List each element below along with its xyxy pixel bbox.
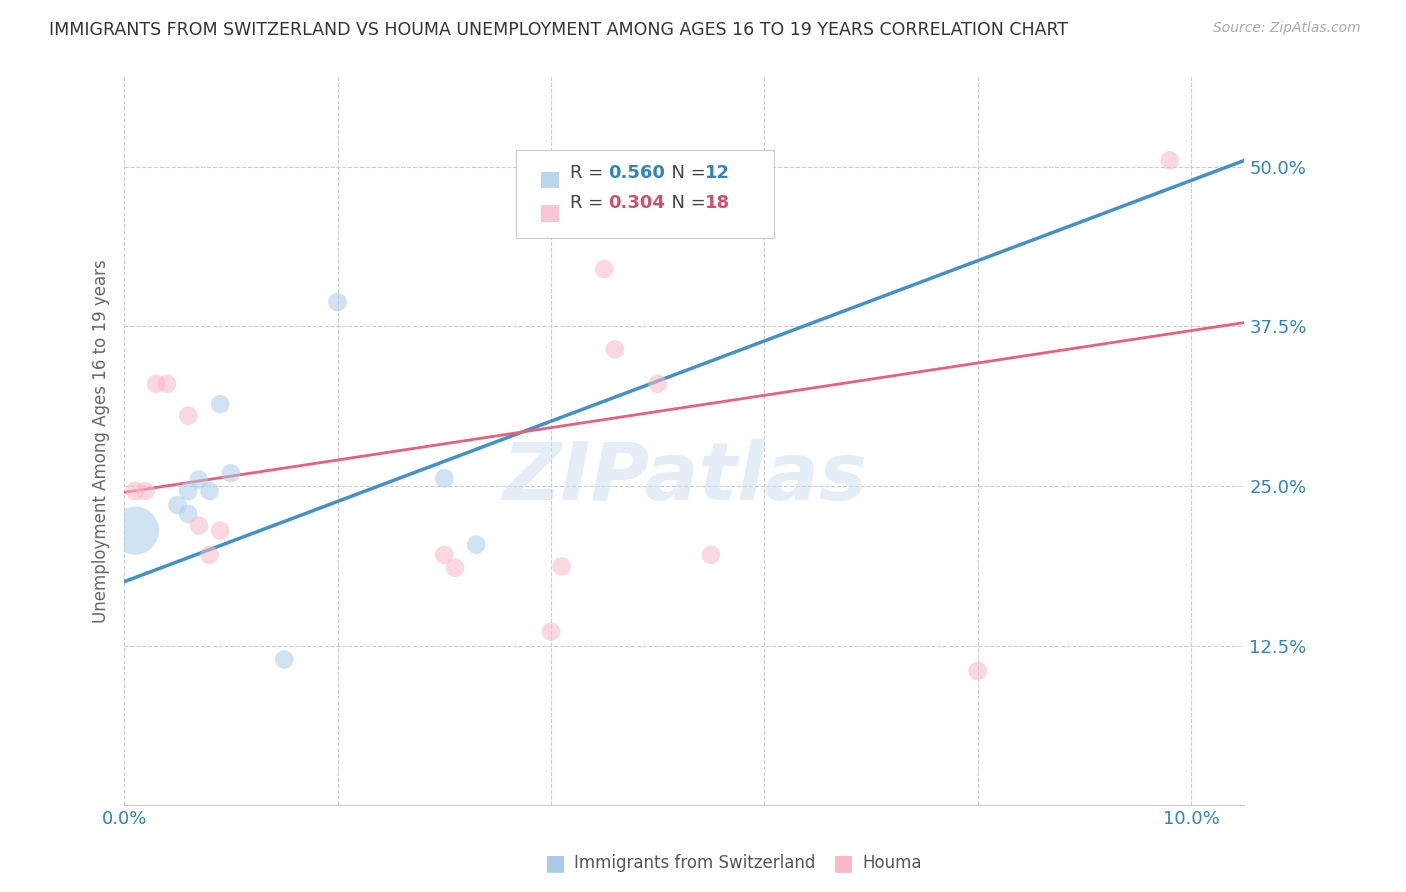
Point: [187, 518, 209, 533]
Text: Source: ZipAtlas.com: Source: ZipAtlas.com: [1213, 21, 1361, 36]
Point: [124, 524, 146, 538]
Text: N =: N =: [659, 164, 711, 183]
Text: ■: ■: [546, 854, 565, 873]
Point: [135, 483, 157, 498]
Text: 0.560: 0.560: [609, 164, 665, 183]
Point: [209, 397, 232, 411]
Point: [166, 498, 188, 512]
Point: [209, 524, 232, 538]
Point: [124, 483, 146, 498]
Point: [593, 261, 616, 276]
Point: [444, 560, 467, 574]
Y-axis label: Unemployment Among Ages 16 to 19 years: Unemployment Among Ages 16 to 19 years: [93, 260, 110, 624]
Point: [177, 507, 200, 521]
Text: 0.304: 0.304: [609, 194, 665, 211]
Text: Immigrants from Switzerland: Immigrants from Switzerland: [574, 855, 815, 872]
Bar: [541, 205, 558, 221]
FancyBboxPatch shape: [516, 150, 773, 237]
Point: [700, 548, 723, 562]
Point: [273, 652, 295, 666]
Text: 18: 18: [704, 194, 730, 211]
Text: ZIPatlas: ZIPatlas: [502, 439, 868, 516]
Point: [603, 343, 626, 357]
Point: [550, 559, 572, 574]
Point: [647, 376, 669, 391]
Point: [177, 409, 200, 423]
Text: Houma: Houma: [862, 855, 921, 872]
Text: N =: N =: [659, 194, 711, 211]
Point: [187, 473, 209, 487]
Point: [1159, 153, 1181, 168]
Text: ■: ■: [834, 854, 853, 873]
Point: [433, 548, 456, 562]
Point: [177, 483, 200, 498]
Text: R =: R =: [569, 164, 609, 183]
Point: [540, 624, 562, 639]
Text: 12: 12: [704, 164, 730, 183]
Point: [433, 471, 456, 485]
Point: [326, 295, 349, 310]
Point: [465, 538, 488, 552]
Point: [198, 548, 221, 562]
Point: [156, 376, 179, 391]
Text: R =: R =: [569, 194, 609, 211]
Bar: [541, 172, 558, 188]
Point: [145, 376, 167, 391]
Point: [219, 466, 242, 480]
Point: [198, 483, 221, 498]
Point: [966, 664, 988, 678]
Text: IMMIGRANTS FROM SWITZERLAND VS HOUMA UNEMPLOYMENT AMONG AGES 16 TO 19 YEARS CORR: IMMIGRANTS FROM SWITZERLAND VS HOUMA UNE…: [49, 21, 1069, 39]
